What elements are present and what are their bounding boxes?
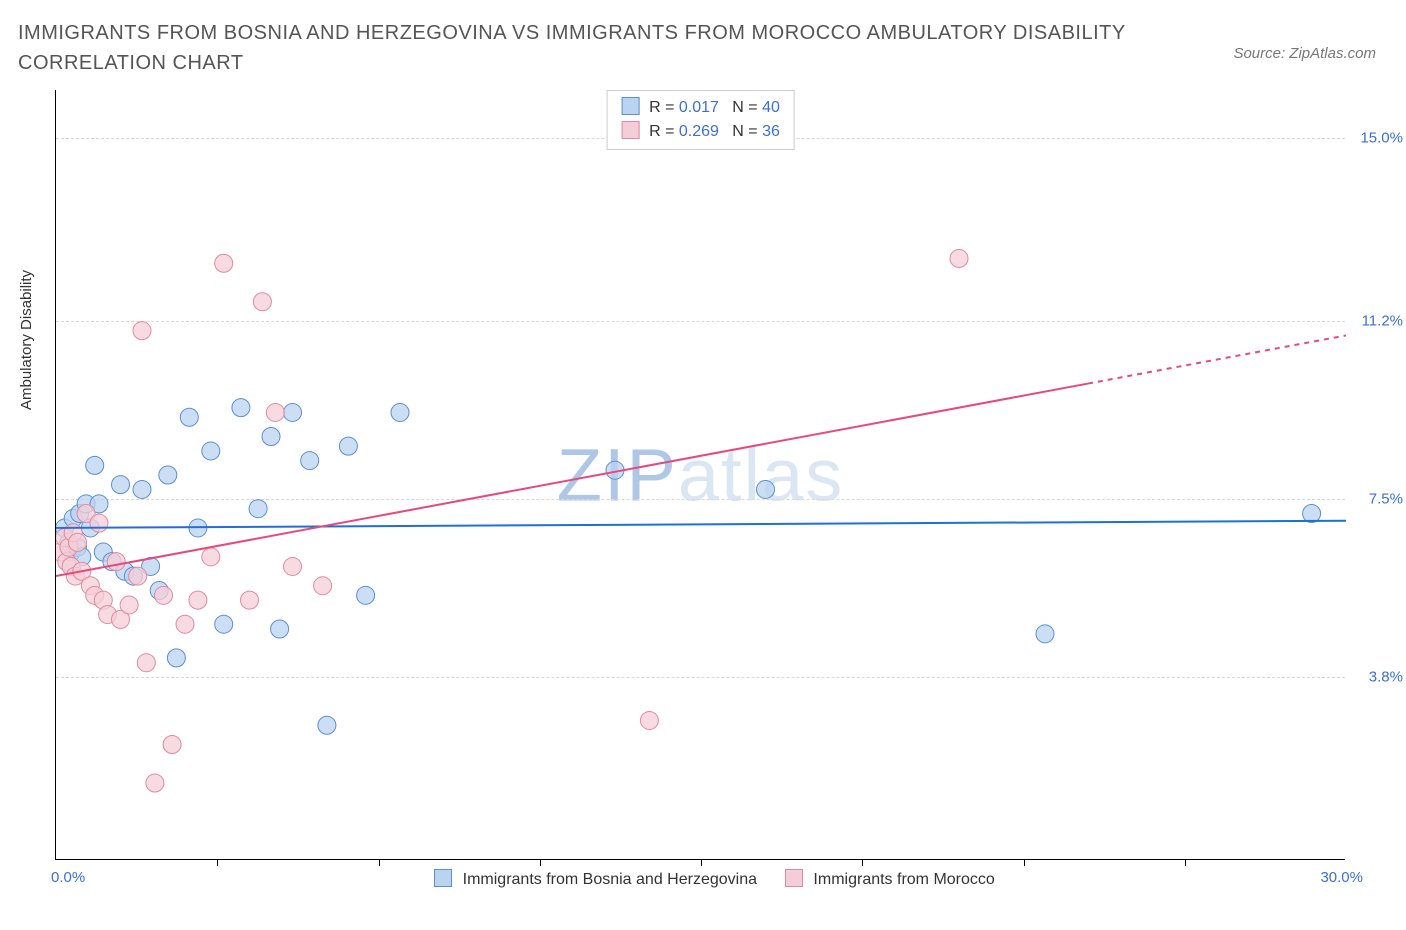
morocco-regression-line — [56, 384, 1088, 577]
x-tick — [1024, 859, 1025, 866]
x-tick — [379, 859, 380, 866]
n-label: N = — [732, 99, 762, 116]
bosnia-regression-line — [56, 521, 1346, 528]
r-label: R = — [649, 123, 679, 140]
x-tick — [540, 859, 541, 866]
legend-swatch — [621, 97, 639, 115]
legend-label: Immigrants from Morocco — [809, 871, 995, 888]
r-label: R = — [649, 99, 679, 116]
x-tick — [862, 859, 863, 866]
legend-label: Immigrants from Bosnia and Herzegovina — [458, 871, 757, 888]
y-tick-label: 15.0% — [1360, 130, 1403, 147]
y-tick-label: 3.8% — [1369, 669, 1403, 686]
n-label: N = — [732, 123, 762, 140]
y-tick-label: 7.5% — [1369, 491, 1403, 508]
x-tick — [217, 859, 218, 866]
series-legend: Immigrants from Bosnia and Herzegovina I… — [56, 869, 1345, 889]
stats-legend-row: R = 0.269 N = 36 — [621, 120, 780, 144]
y-axis-label: Ambulatory Disability — [18, 270, 35, 410]
x-tick — [701, 859, 702, 866]
stats-legend-row: R = 0.017 N = 40 — [621, 96, 780, 120]
n-value: 36 — [762, 123, 780, 140]
regression-lines-layer — [56, 90, 1346, 860]
legend-swatch — [621, 121, 639, 139]
y-tick-label: 11.2% — [1362, 313, 1403, 330]
morocco-regression-line-extrapolated — [1088, 335, 1346, 383]
x-tick — [1185, 859, 1186, 866]
scatter-plot: ZIPatlas R = 0.017 N = 40R = 0.269 N = 3… — [55, 90, 1345, 860]
chart-title: IMMIGRANTS FROM BOSNIA AND HERZEGOVINA V… — [18, 18, 1206, 78]
legend-swatch — [785, 869, 803, 887]
n-value: 40 — [762, 99, 780, 116]
legend-swatch — [434, 869, 452, 887]
r-value: 0.017 — [679, 99, 719, 116]
source-attribution: Source: ZipAtlas.com — [1233, 45, 1376, 62]
stats-legend: R = 0.017 N = 40R = 0.269 N = 36 — [606, 90, 795, 150]
r-value: 0.269 — [679, 123, 719, 140]
